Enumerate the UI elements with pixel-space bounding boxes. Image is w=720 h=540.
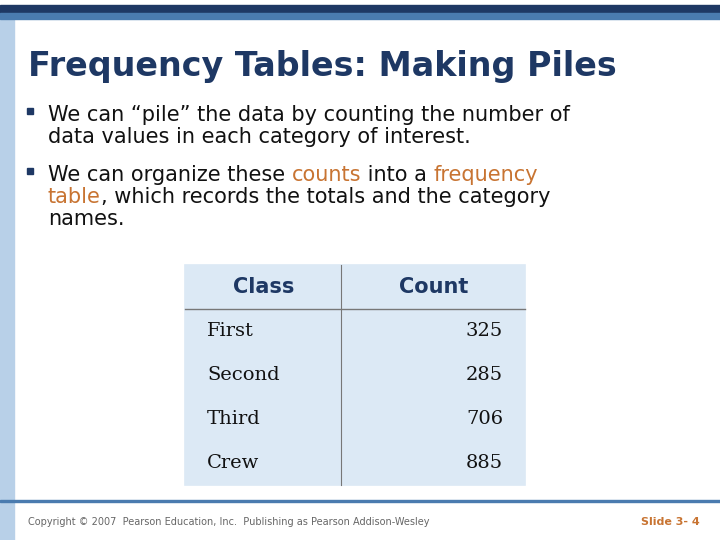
Text: Third: Third	[207, 410, 261, 428]
Text: , which records the totals and the category: , which records the totals and the categ…	[101, 187, 550, 207]
Text: Count: Count	[398, 277, 468, 297]
Bar	[0, 5, 720, 13]
Bar	[0, 500, 720, 502]
Text: 885: 885	[466, 454, 503, 472]
Text: frequency: frequency	[433, 165, 539, 185]
Text: data values in each category of interest.: data values in each category of interest…	[48, 127, 471, 147]
Text: Slide 3- 4: Slide 3- 4	[642, 517, 700, 527]
Text: First: First	[207, 322, 254, 340]
Text: Frequency Tables: Making Piles: Frequency Tables: Making Piles	[28, 50, 617, 83]
Text: We can organize these: We can organize these	[48, 165, 292, 185]
Text: 706: 706	[466, 410, 503, 428]
Text: Crew: Crew	[207, 454, 259, 472]
Text: We can “pile” the data by counting the number of: We can “pile” the data by counting the n…	[48, 105, 570, 125]
Bar	[0, 13, 720, 19]
Text: names.: names.	[48, 209, 125, 229]
Text: Copyright © 2007  Pearson Education, Inc.  Publishing as Pearson Addison-Wesley: Copyright © 2007 Pearson Education, Inc.…	[28, 517, 430, 527]
Text: table: table	[48, 187, 101, 207]
Bar	[0, 19, 14, 540]
Text: 325: 325	[466, 322, 503, 340]
Text: Class: Class	[233, 277, 294, 297]
Text: into a: into a	[361, 165, 433, 185]
Bar	[185, 265, 525, 485]
Text: Second: Second	[207, 366, 279, 384]
Text: counts: counts	[292, 165, 361, 185]
Text: 285: 285	[466, 366, 503, 384]
